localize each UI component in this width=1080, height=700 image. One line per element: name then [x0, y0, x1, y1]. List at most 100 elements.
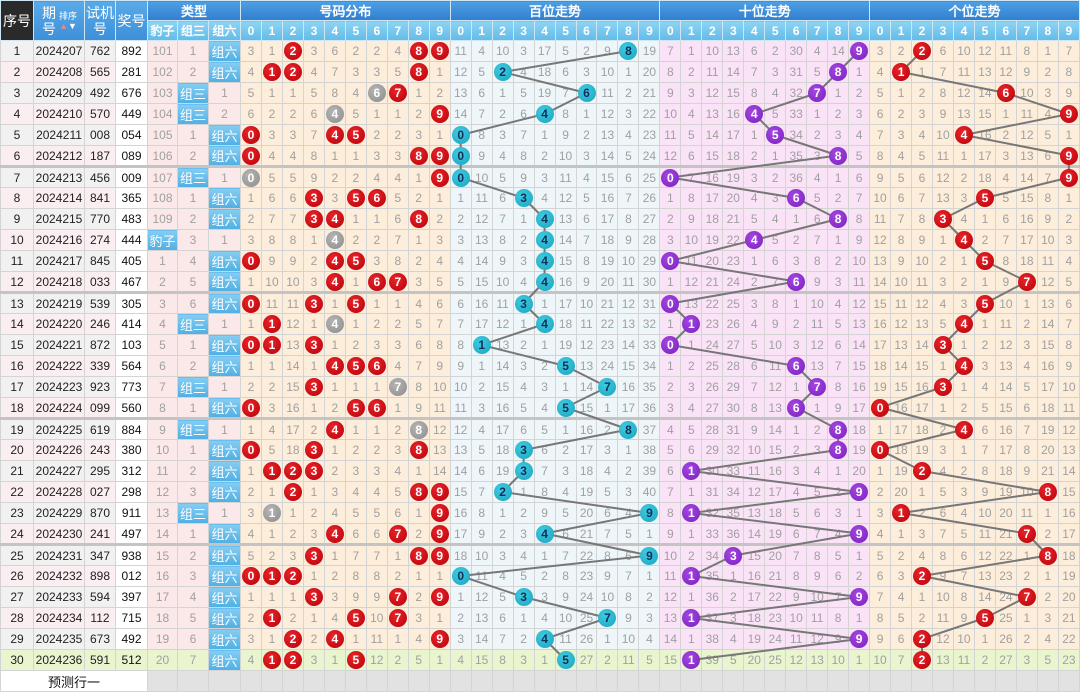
issue-cell: 2024223	[33, 376, 85, 398]
ge-cell: 13	[931, 649, 954, 671]
ge-cell: 12	[994, 334, 1017, 356]
ge-cell: 13	[890, 334, 913, 356]
dist-cell: 4	[323, 355, 346, 377]
prediction-cell[interactable]	[365, 670, 388, 692]
type-badge: 组六	[207, 543, 242, 566]
prediction-cell[interactable]	[302, 670, 325, 692]
dist-cell: 12	[281, 313, 304, 335]
prediction-cell[interactable]	[533, 670, 556, 692]
prediction-cell[interactable]	[1015, 670, 1038, 692]
prediction-cell[interactable]	[680, 670, 703, 692]
prediction-cell[interactable]	[281, 670, 304, 692]
dist-cell: 4	[323, 313, 346, 335]
shi-cell: 10	[806, 586, 829, 608]
prediction-cell[interactable]	[743, 670, 766, 692]
type-badge: 组三	[177, 313, 209, 335]
draw-cell: 497	[115, 523, 148, 545]
repeat-number-ball: 8	[409, 421, 428, 439]
ge-cell: 14	[911, 334, 933, 356]
dist-cell: 2	[344, 439, 367, 461]
prediction-cell[interactable]	[952, 670, 975, 692]
prediction-cell[interactable]	[617, 670, 640, 692]
prediction-cell[interactable]	[659, 670, 682, 692]
prediction-cell[interactable]	[177, 670, 209, 692]
prediction-cell[interactable]	[260, 670, 283, 692]
table-row: 14 2024220 246 414 4 组三 1 1 1 12 1 4 1 2 2 5 7 7 17 12 1 4 18 1…	[0, 313, 1080, 335]
bai-cell: 3	[512, 250, 535, 272]
prediction-cell[interactable]	[1036, 670, 1059, 692]
prediction-cell[interactable]	[722, 670, 745, 692]
dist-cell: 9	[302, 165, 325, 188]
dist-cell: 1	[260, 586, 283, 608]
dist-cell: 5	[428, 271, 451, 293]
prediction-cell[interactable]	[147, 670, 178, 692]
header-issue[interactable]: 期号排序 ▲▼	[33, 0, 85, 41]
ge-cell: 9	[1057, 82, 1080, 104]
bai-cell: 4	[533, 229, 556, 251]
prediction-cell[interactable]	[638, 670, 661, 692]
trial-cell: 762	[84, 40, 116, 62]
bai-cell: 22	[596, 313, 619, 335]
prediction-cell[interactable]	[386, 670, 409, 692]
prediction-cell[interactable]	[575, 670, 598, 692]
prediction-cell[interactable]	[764, 670, 787, 692]
ge-ball: 3	[933, 210, 952, 228]
prediction-cell[interactable]	[869, 670, 892, 692]
prediction-cell[interactable]	[596, 670, 619, 692]
ge-cell: 7	[1015, 417, 1038, 440]
number-ball: 0	[242, 441, 260, 459]
shi-cell: 36	[785, 165, 808, 188]
ge-cell: 4	[973, 376, 996, 398]
dist-cell: 1	[428, 649, 451, 671]
prediction-cell[interactable]	[994, 670, 1017, 692]
prediction-cell[interactable]	[449, 670, 472, 692]
prediction-cell[interactable]	[890, 670, 913, 692]
prediction-cell[interactable]	[428, 670, 451, 692]
type-omission: 1	[207, 376, 242, 398]
prediction-cell[interactable]	[931, 670, 954, 692]
ge-cell: 16	[994, 417, 1017, 440]
prediction-cell[interactable]	[407, 670, 430, 692]
type-badge: 组三	[177, 417, 209, 440]
bai-ball: 5	[556, 651, 575, 669]
bai-cell: 8	[617, 208, 640, 230]
prediction-cell[interactable]	[785, 670, 808, 692]
prediction-cell[interactable]	[827, 670, 850, 692]
bai-ball: 4	[535, 252, 554, 270]
prediction-cell[interactable]	[323, 670, 346, 692]
bai-cell: 8	[470, 502, 493, 524]
prediction-cell[interactable]	[806, 670, 829, 692]
trial-cell: 872	[84, 334, 116, 356]
prediction-cell[interactable]	[1057, 670, 1080, 692]
shi-cell: 18	[701, 208, 724, 230]
dist-cell: 3	[407, 124, 430, 146]
prediction-cell[interactable]	[701, 670, 724, 692]
ge-cell: 13	[952, 103, 975, 125]
header-ge-digit-4: 4	[952, 20, 975, 41]
bai-cell: 11	[575, 313, 598, 335]
prediction-cell[interactable]	[470, 670, 493, 692]
prediction-cell[interactable]	[491, 670, 514, 692]
ge-cell: 13	[869, 250, 892, 272]
table-row: 12 2024218 033 467 2 5 组六 1 10 10 3 4 1 6 7 3 5 5 15 10 4 4 16…	[0, 271, 1080, 293]
prediction-cell[interactable]	[207, 670, 242, 692]
prediction-cell[interactable]	[973, 670, 996, 692]
prediction-cell[interactable]	[911, 670, 933, 692]
dist-cell: 3	[260, 397, 283, 419]
seq-cell: 1	[0, 40, 34, 62]
issue-cell: 2024226	[33, 439, 85, 461]
type-omission: 103	[147, 82, 178, 104]
dist-cell: 2	[260, 376, 283, 398]
prediction-cell[interactable]	[512, 670, 535, 692]
sort-button[interactable]: 排序 ▲▼	[59, 11, 77, 31]
prediction-cell[interactable]	[240, 670, 262, 692]
shi-cell: 8	[659, 502, 682, 524]
dist-cell: 2	[281, 628, 304, 650]
shi-cell: 5	[827, 313, 850, 335]
ge-ball: 2	[913, 630, 931, 648]
prediction-cell[interactable]	[848, 670, 871, 692]
bai-cell: 9	[491, 250, 514, 272]
shi-ball: 1	[682, 315, 701, 333]
prediction-cell[interactable]	[554, 670, 577, 692]
prediction-cell[interactable]	[344, 670, 367, 692]
